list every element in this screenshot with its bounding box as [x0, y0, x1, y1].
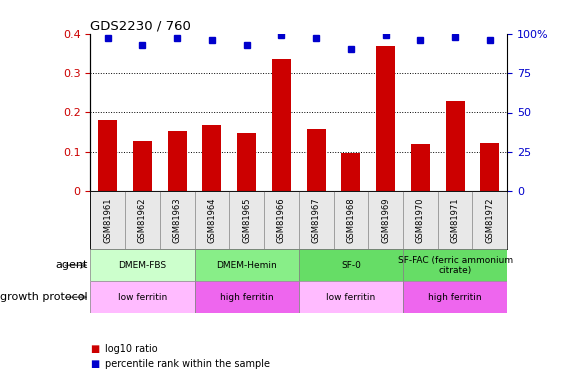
Bar [403, 249, 507, 281]
Bar [202, 126, 222, 191]
Text: agent: agent [55, 260, 87, 270]
Bar [272, 59, 291, 191]
Bar [168, 131, 187, 191]
Text: GSM81962: GSM81962 [138, 197, 147, 243]
Text: GSM81963: GSM81963 [173, 197, 182, 243]
Text: log10 ratio: log10 ratio [105, 344, 157, 354]
Bar [133, 141, 152, 191]
Text: GSM81966: GSM81966 [277, 197, 286, 243]
Text: GSM81964: GSM81964 [208, 197, 216, 243]
Text: GSM81961: GSM81961 [103, 197, 113, 243]
Text: low ferritin: low ferritin [118, 292, 167, 302]
Bar [376, 46, 395, 191]
Text: SF-0: SF-0 [341, 261, 361, 270]
Text: GSM81971: GSM81971 [451, 197, 459, 243]
Bar [403, 281, 507, 313]
Text: ■: ■ [90, 359, 100, 369]
Bar [411, 144, 430, 191]
Bar [98, 120, 117, 191]
Text: high ferritin: high ferritin [429, 292, 482, 302]
Text: GSM81967: GSM81967 [312, 197, 321, 243]
Bar [307, 129, 326, 191]
Bar [445, 102, 465, 191]
Text: GSM81972: GSM81972 [485, 197, 494, 243]
Text: SF-FAC (ferric ammonium
citrate): SF-FAC (ferric ammonium citrate) [398, 256, 512, 275]
Text: percentile rank within the sample: percentile rank within the sample [105, 359, 270, 369]
Text: low ferritin: low ferritin [326, 292, 375, 302]
Bar [299, 281, 403, 313]
Text: GSM81969: GSM81969 [381, 197, 390, 243]
Text: growth protocol: growth protocol [0, 292, 87, 302]
Bar [195, 249, 298, 281]
Text: GSM81968: GSM81968 [346, 197, 356, 243]
Text: GSM81970: GSM81970 [416, 197, 425, 243]
Bar [341, 153, 360, 191]
Text: high ferritin: high ferritin [220, 292, 273, 302]
Text: GSM81965: GSM81965 [242, 197, 251, 243]
Bar [90, 281, 195, 313]
Bar [90, 249, 195, 281]
Bar [480, 143, 500, 191]
Text: GDS2230 / 760: GDS2230 / 760 [90, 20, 191, 33]
Text: DMEM-FBS: DMEM-FBS [118, 261, 167, 270]
Bar [195, 281, 298, 313]
Bar [299, 249, 403, 281]
Bar [237, 133, 257, 191]
Text: DMEM-Hemin: DMEM-Hemin [216, 261, 277, 270]
Bar [90, 191, 507, 249]
Text: ■: ■ [90, 344, 100, 354]
